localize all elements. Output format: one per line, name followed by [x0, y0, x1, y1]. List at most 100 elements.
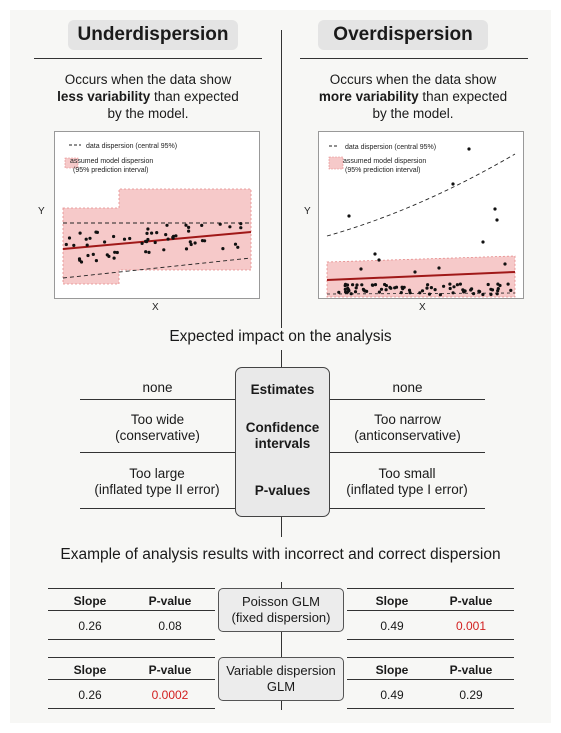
over-ci: Too narrow (anticonservative) [354, 412, 461, 443]
scatter-point [236, 245, 240, 249]
scatter-point [462, 290, 466, 294]
scatter-point [384, 288, 388, 292]
poisson-glm-box: Poisson GLM (fixed dispersion) [218, 588, 344, 632]
t2-left-bottom-rule [48, 708, 215, 709]
t1-right-pvalue-header: P-value [449, 594, 493, 608]
scatter-point [377, 290, 381, 294]
scatter-point [184, 247, 189, 251]
ci-label-line2: intervals [254, 436, 311, 451]
t1-left-top-rule [48, 588, 215, 589]
t1-right-pvalue: 0.001 [455, 619, 487, 633]
t2-left-top-rule [48, 657, 215, 658]
scatter-point [64, 242, 68, 247]
over-pvalues: Too small (inflated type I error) [346, 466, 468, 497]
scatter-point [146, 237, 150, 242]
ci-right-rule [330, 452, 485, 453]
t1-right-mid-rule [347, 610, 514, 611]
under-ci: Too wide (conservative) [115, 412, 200, 443]
pvalue-right-rule [330, 508, 485, 509]
scatter-point [347, 214, 351, 218]
scatter-point [193, 241, 197, 245]
underdispersion-plot-svg: data dispersion (central 95%) assumed mo… [62, 143, 252, 285]
scatter-point [233, 242, 238, 246]
scatter-point [353, 290, 358, 294]
t2-right-slope: 0.49 [380, 688, 404, 702]
scatter-point [343, 287, 347, 291]
scatter-point [349, 292, 353, 296]
scatter-point [394, 285, 399, 289]
scatter-point [85, 243, 89, 247]
scatter-point [188, 240, 192, 244]
scatter-point [425, 286, 429, 290]
scatter-point [150, 231, 154, 235]
variable-dispersion-glm-box: Variable dispersion GLM [218, 657, 344, 701]
t2-right-bottom-rule [347, 708, 514, 709]
scatter-point [140, 241, 144, 245]
scatter-point [437, 266, 441, 270]
scatter-point [495, 292, 499, 296]
scatter-point [200, 239, 205, 243]
t2-left-pvalue-header: P-value [148, 663, 192, 677]
under-y-label: Y [38, 206, 45, 217]
scatter-point [503, 262, 507, 266]
scatter-point [427, 292, 432, 296]
scatter-point [86, 253, 90, 258]
over-fit-line [326, 271, 516, 281]
scatter-point [489, 292, 493, 296]
impact-connector-bottom [281, 517, 282, 537]
pvalues-label: P-values [254, 483, 311, 498]
t2-left-mid-rule [48, 679, 215, 680]
over-legend-data-text: data dispersion (central 95%) [345, 144, 436, 151]
scatter-point [486, 282, 490, 287]
under-points [64, 222, 243, 264]
scatter-point [401, 287, 405, 291]
scatter-point [146, 227, 150, 231]
scatter-point [452, 285, 456, 289]
underdispersion-plot: data dispersion (central 95%) assumed mo… [54, 131, 260, 299]
scatter-point [351, 283, 355, 287]
pvalue-left-rule [80, 508, 235, 509]
center-divider-top [281, 30, 282, 328]
scatter-point [377, 258, 381, 262]
t2-right-pvalue: 0.29 [459, 688, 483, 702]
scatter-point [413, 270, 417, 274]
scatter-point [174, 234, 178, 238]
scatter-point [408, 291, 412, 295]
scatter-point [145, 231, 149, 235]
scatter-point [67, 236, 72, 240]
scatter-point [371, 283, 375, 287]
legend-band-sample [64, 157, 79, 169]
scatter-point [115, 250, 119, 255]
scatter-point [103, 240, 107, 244]
t2-right-top-rule [347, 657, 514, 658]
over-x-label: X [419, 302, 426, 313]
over-data-upper [326, 153, 516, 237]
under-fit-line [62, 231, 252, 250]
estimates-label: Estimates [250, 382, 315, 397]
over-legend-model-text-1: assumed model dispersion [343, 158, 426, 165]
scatter-point [72, 243, 76, 247]
scatter-point [429, 286, 433, 290]
scatter-point [389, 286, 393, 290]
scatter-point [354, 286, 358, 290]
over-legend-band-sample [328, 156, 344, 170]
scatter-point [481, 292, 485, 297]
legend-data-text: data dispersion (central 95%) [86, 143, 177, 150]
scatter-point [399, 291, 403, 295]
scatter-point [373, 252, 377, 256]
legend-model-text-2: (95% prediction interval) [73, 167, 148, 174]
t2-left-pvalue: 0.0002 [151, 688, 189, 702]
under-model-band [62, 188, 252, 285]
ci-left-rule [80, 452, 235, 453]
scatter-point [347, 289, 351, 293]
t1-right-slope-header: Slope [375, 594, 409, 608]
t2-left-slope: 0.26 [78, 688, 102, 702]
t2-right-mid-rule [347, 679, 514, 680]
scatter-point [442, 284, 446, 288]
scatter-point [147, 250, 151, 254]
legend-model-text-1: assumed model dispersion [70, 158, 153, 165]
scatter-point [477, 289, 481, 293]
t1-right-bottom-rule [347, 639, 514, 640]
overdispersion-plot-svg: data dispersion (central 95%) assumed mo… [326, 144, 516, 298]
over-legend-model-text-2: (95% prediction interval) [345, 167, 420, 174]
